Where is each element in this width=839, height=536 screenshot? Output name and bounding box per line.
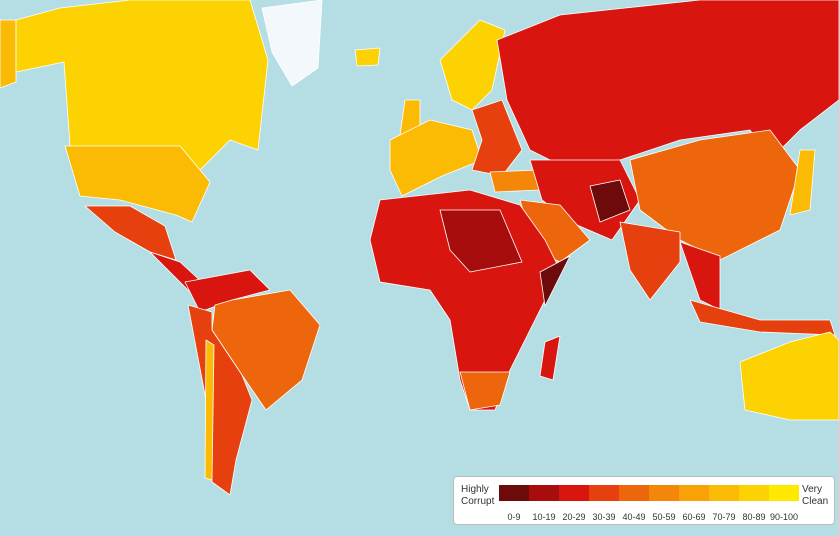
legend-bin: 70-79 [709, 485, 739, 522]
legend-bin-label: 80-89 [742, 512, 766, 522]
legend-swatch [679, 485, 709, 501]
legend-bin-label: 50-59 [652, 512, 676, 522]
legend-bin: 10-19 [529, 485, 559, 522]
legend-bin-label: 20-29 [562, 512, 586, 522]
legend-bin: 20-29 [559, 485, 589, 522]
legend: Highly Corrupt 0-9 10-19 20-29 30-39 40-49 50… [453, 476, 835, 525]
legend-bin-label: 10-19 [532, 512, 556, 522]
afghanistan [589, 179, 631, 223]
legend-bin-label: 40-49 [622, 512, 646, 522]
western-europe [389, 119, 483, 197]
brazil [211, 289, 321, 411]
legend-swatch [559, 485, 589, 501]
chile [204, 339, 215, 481]
alaska [0, 19, 17, 89]
legend-scale: 0-9 10-19 20-29 30-39 40-49 50-59 60-69 70-79 80… [499, 485, 799, 522]
western-south-america [187, 304, 253, 496]
sahel [439, 209, 523, 273]
legend-bin: 50-59 [649, 485, 679, 522]
legend-swatch [709, 485, 739, 501]
australia [739, 331, 839, 421]
legend-swatch [619, 485, 649, 501]
madagascar [539, 335, 561, 381]
canada [15, 0, 269, 179]
legend-bin: 30-39 [589, 485, 619, 522]
northern-south-america [184, 269, 271, 313]
greenland [261, 0, 323, 87]
legend-swatch [529, 485, 559, 501]
legend-swatch [499, 485, 529, 501]
legend-bin: 80-89 [739, 485, 769, 522]
mexico [84, 205, 177, 261]
legend-swatch [739, 485, 769, 501]
legend-swatch [589, 485, 619, 501]
legend-bin-label: 60-69 [682, 512, 706, 522]
somalia [539, 255, 571, 307]
legend-bin-label: 0-9 [507, 512, 521, 522]
legend-low-label: Highly Corrupt [461, 484, 495, 507]
turkey [489, 169, 541, 193]
china [629, 129, 801, 261]
indonesia [689, 299, 836, 336]
india [619, 221, 681, 301]
japan [789, 149, 816, 216]
legend-swatch [769, 485, 799, 501]
legend-bin: 40-49 [619, 485, 649, 522]
central-asia [529, 159, 641, 241]
legend-high-label: Very Clean [802, 484, 829, 507]
scandinavia [439, 19, 506, 111]
legend-bin-label: 30-39 [592, 512, 616, 522]
legend-swatch [649, 485, 679, 501]
legend-bin: 90-100 [769, 485, 799, 522]
legend-bin: 60-69 [679, 485, 709, 522]
usa [64, 145, 211, 223]
legend-bin-label: 90-100 [769, 512, 799, 522]
iceland [354, 47, 381, 67]
legend-bin-label: 70-79 [712, 512, 736, 522]
southern-africa [459, 371, 511, 411]
russia [496, 0, 839, 166]
legend-bin: 0-9 [499, 485, 529, 522]
